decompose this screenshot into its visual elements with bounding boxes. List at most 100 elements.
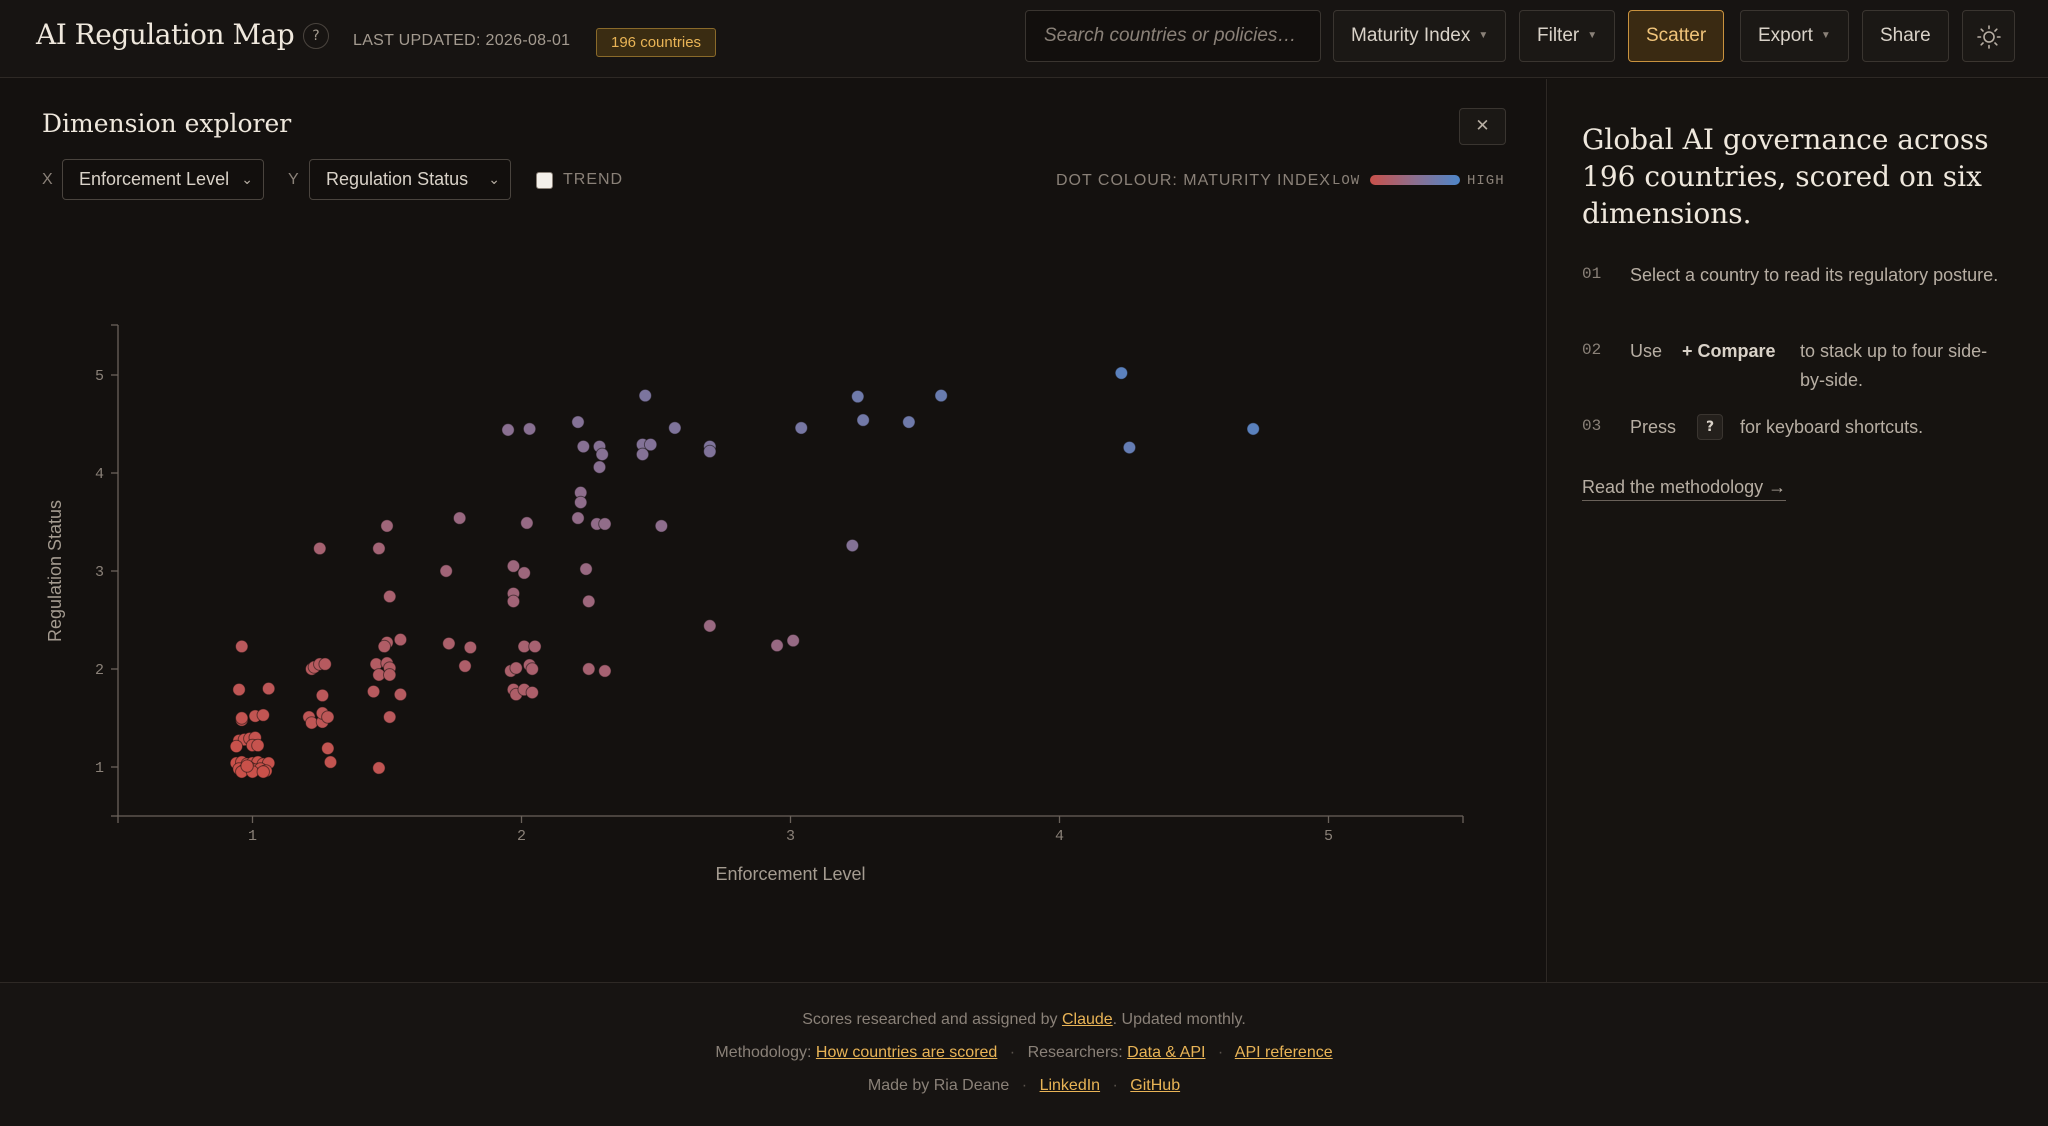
trend-label[interactable]: TREND [563, 171, 624, 188]
scatter-point [439, 564, 453, 578]
api-reference-link[interactable]: API reference [1234, 1044, 1333, 1061]
scatter-point [463, 640, 478, 655]
x-axis-select[interactable]: Enforcement Level ⌄ [62, 159, 264, 200]
scatter-point [902, 415, 916, 429]
scatter-point [256, 708, 270, 722]
methodology-link[interactable]: Read the methodology → [1582, 477, 1787, 501]
scatter-point [442, 636, 456, 651]
scatter-point [595, 447, 609, 462]
x-axis-label: Enforcement Level [715, 864, 865, 884]
scatter-point [598, 517, 612, 531]
scatter-point [393, 632, 408, 647]
scatter-point [635, 447, 650, 462]
step-number: 02 [1582, 341, 1602, 359]
x-tick-label: 1 [248, 828, 257, 845]
chevron-down-icon: ⌄ [241, 171, 253, 187]
scatter-point [1114, 366, 1129, 380]
scatter-point [522, 422, 537, 436]
scatter-button[interactable]: Scatter [1628, 10, 1725, 62]
footer-text: . Updated monthly. [1112, 1011, 1246, 1028]
country-count-badge: 196 countries [596, 28, 717, 57]
scatter-point [582, 662, 596, 676]
step-text-pre: Use [1630, 341, 1663, 361]
scatter-point [366, 684, 381, 699]
x-axis-tag: X [42, 171, 54, 188]
chevron-down-icon: ▼ [1478, 30, 1489, 41]
filter-label: Filter [1537, 25, 1580, 47]
scatter-point [573, 495, 588, 510]
scatter-point [643, 437, 658, 452]
chevron-down-icon: ▼ [1820, 30, 1831, 41]
scatter-point [315, 688, 330, 703]
footer-text: Methodology: [715, 1044, 812, 1061]
step-text-post: for keyboard shortcuts. [1740, 417, 1924, 437]
search-input[interactable] [1025, 10, 1321, 62]
metric-select[interactable]: Maturity Index ▼ [1333, 10, 1507, 62]
scatter-point [525, 662, 539, 676]
help-icon[interactable]: ? [303, 23, 329, 49]
scatter-point [794, 421, 808, 435]
scatter-point [845, 538, 860, 553]
scatter-point [318, 657, 332, 671]
scatter-point [592, 460, 607, 474]
footer-line-1: Scores researched and assigned by Claude… [0, 1011, 2048, 1029]
step-number: 03 [1582, 417, 1602, 435]
scatter-point [638, 388, 652, 403]
legend-title: DOT COLOUR: MATURITY INDEX [1056, 172, 1331, 189]
scatter-point [582, 594, 596, 609]
claude-link[interactable]: Claude [1061, 1011, 1113, 1028]
scatter-point [377, 639, 392, 654]
y-axis-select[interactable]: Regulation Status ⌄ [309, 159, 511, 200]
separator: · [1217, 1044, 1224, 1061]
x-tick-label: 4 [1055, 828, 1064, 845]
how-scored-link[interactable]: How countries are scored [815, 1044, 998, 1061]
scatter-point [382, 589, 397, 604]
footer-line-2: Methodology: How countries are scored · … [0, 1044, 2048, 1062]
scatter-point [321, 710, 335, 724]
share-button[interactable]: Share [1862, 10, 1949, 62]
footer-text: Researchers: [1027, 1044, 1123, 1061]
theme-toggle-button[interactable] [1962, 10, 2015, 62]
scatter-point [321, 741, 335, 756]
github-link[interactable]: GitHub [1130, 1077, 1181, 1094]
scatter-point [372, 761, 386, 775]
y-tick-label: 3 [95, 564, 104, 581]
scatter-point [232, 682, 246, 697]
trend-checkbox[interactable] [536, 172, 553, 189]
scatter-point [393, 687, 408, 702]
scatter-point [452, 511, 467, 525]
last-updated: LAST UPDATED: 2026-08-01 [353, 32, 571, 49]
scatter-point [229, 739, 244, 754]
filter-button[interactable]: Filter ▼ [1519, 10, 1616, 62]
scatter-point [654, 519, 669, 533]
scatter-point [668, 421, 682, 435]
scatter-point [579, 562, 593, 576]
scatter-chart: 1 2 3 4 5 1 2 3 4 5 Enforcement Level Regulation St… [45, 324, 1464, 884]
scatter-point [240, 759, 254, 773]
chevron-down-icon: ▼ [1587, 30, 1598, 41]
step-number: 01 [1582, 265, 1602, 283]
keyboard-key: ? [1697, 414, 1723, 440]
scatter-point [382, 668, 397, 682]
info-sidebar: Global AI governance across 196 countrie… [1548, 79, 2048, 982]
close-icon[interactable]: ✕ [1459, 108, 1506, 145]
scatter-point [509, 661, 523, 675]
scatter-point [934, 388, 948, 403]
export-label: Export [1758, 25, 1813, 47]
scatter-point [520, 516, 534, 530]
x-tick-label: 3 [786, 828, 795, 845]
footer-text: Made by Ria Deane [867, 1077, 1010, 1094]
sidebar-heading: Global AI governance across 196 countrie… [1582, 123, 1989, 230]
scatter-point [528, 639, 542, 654]
export-button[interactable]: Export ▼ [1740, 10, 1849, 62]
legend-low: LOW [1332, 173, 1361, 189]
scatter-point [571, 511, 585, 525]
y-axis-label: Regulation Status [45, 500, 65, 642]
footer-line-3: Made by Ria Deane · LinkedIn · GitHub [0, 1077, 2048, 1095]
separator: · [1112, 1077, 1118, 1094]
data-api-link[interactable]: Data & API [1127, 1044, 1206, 1061]
x-axis-select-value: Enforcement Level [79, 169, 230, 189]
scatter-point [372, 541, 386, 556]
scatter-point [851, 389, 865, 404]
linkedin-link[interactable]: LinkedIn [1039, 1077, 1101, 1094]
